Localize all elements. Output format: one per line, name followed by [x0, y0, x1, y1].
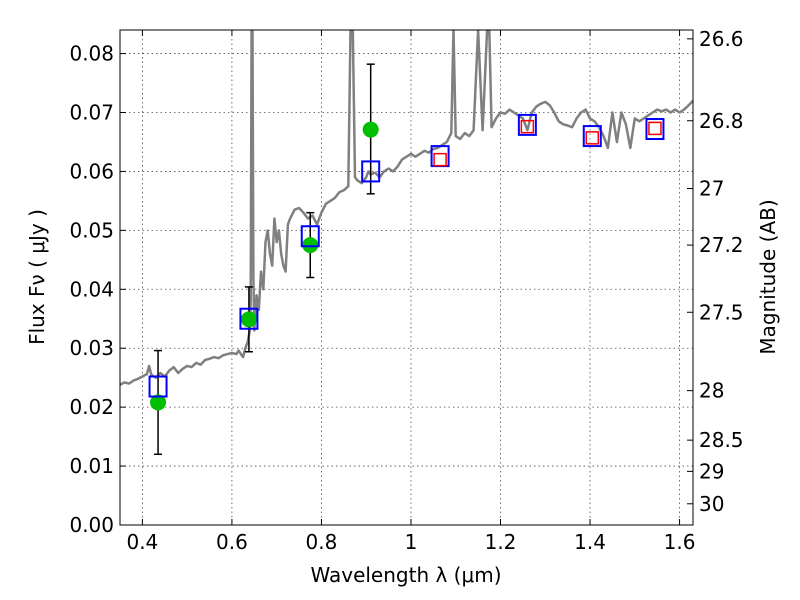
model-band-flux-square — [582, 125, 602, 148]
y-tick-label: 0.02 — [69, 395, 114, 419]
x-axis: 0.4 0.6 0.8 1 1.2 1.4 1.6 — [126, 30, 695, 554]
y-tick-label: 0.04 — [69, 277, 114, 301]
model-band-flux-square — [361, 160, 381, 183]
y2-tick-label: 27 — [699, 177, 724, 201]
y-tick-label: 0.05 — [69, 218, 114, 242]
markers-layer — [148, 63, 665, 456]
grid — [120, 30, 693, 526]
x-tick-label: 1 — [405, 530, 418, 554]
y2-tick-label: 27.2 — [699, 233, 744, 257]
model-band-flux-square — [239, 307, 259, 330]
model-spectrum-line — [120, 30, 693, 386]
x-tick-label: 0.8 — [306, 530, 338, 554]
x-tick-label: 1.2 — [485, 530, 517, 554]
observed-flux-point — [302, 237, 319, 254]
y2-tick-label: 30 — [699, 492, 724, 516]
y2-tick-label: 27.5 — [699, 300, 744, 324]
model-band-flux-square — [645, 118, 665, 140]
band-flux-square-small — [648, 121, 662, 136]
y-tick-label: 0.07 — [69, 101, 114, 125]
x-tick-label: 0.4 — [126, 530, 158, 554]
model-band-flux-square — [148, 375, 168, 398]
y2-axis: 26.6 26.8 27 27.2 27.5 28 28.5 29 30 — [687, 27, 744, 516]
observed-flux-point — [240, 311, 257, 328]
plot-frame — [119, 29, 694, 526]
band-flux-square-small — [433, 152, 447, 167]
band-flux-square-small — [585, 131, 600, 145]
observed-flux-point — [362, 121, 379, 138]
y-axis: 0.00 0.01 0.02 0.03 0.04 0.05 0.06 0.07 0.08 — [69, 42, 126, 537]
observed-flux-point — [150, 394, 167, 411]
y-tick-label: 0.01 — [69, 454, 114, 478]
model-band-flux-square — [300, 225, 320, 248]
y2-tick-label: 28 — [699, 379, 724, 403]
series-layer — [120, 30, 693, 386]
y2-axis-label: Magnitude (AB) — [756, 199, 780, 354]
y-axis-label: Flux Fν ( μJy ) — [25, 209, 49, 345]
y-tick-label: 0.03 — [69, 336, 114, 360]
y-tick-label: 0.00 — [69, 513, 114, 537]
y2-tick-label: 29 — [699, 459, 724, 483]
band-flux-square-small — [520, 119, 535, 134]
model-band-flux-square — [517, 113, 537, 136]
x-axis-label: Wavelength λ (μm) — [310, 563, 501, 587]
x-tick-label: 0.6 — [216, 530, 248, 554]
y-tick-label: 0.08 — [69, 42, 114, 66]
y2-tick-label: 26.6 — [699, 27, 744, 51]
y2-tick-label: 28.5 — [699, 428, 744, 452]
x-tick-label: 1.6 — [664, 530, 696, 554]
x-tick-label: 1.4 — [574, 530, 606, 554]
y2-tick-label: 26.8 — [699, 109, 744, 133]
y-tick-label: 0.06 — [69, 159, 114, 183]
